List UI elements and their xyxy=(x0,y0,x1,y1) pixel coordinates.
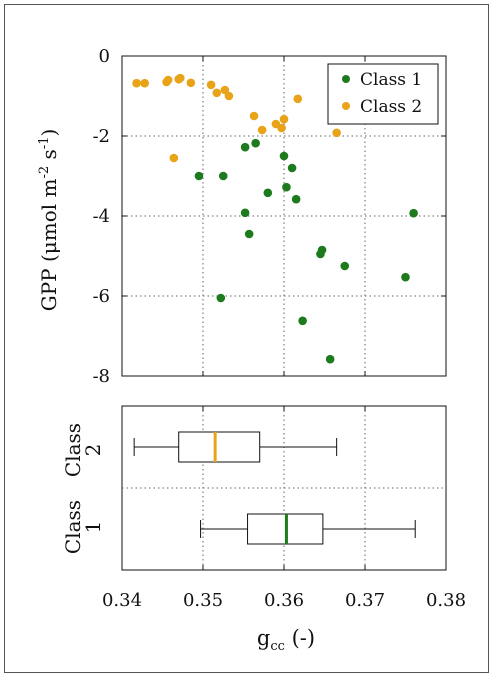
scatter-point-class-2 xyxy=(169,153,179,163)
x-tick-label: 0.35 xyxy=(183,590,223,611)
scatter-point-class-1 xyxy=(244,229,254,239)
scatter-point-class-1 xyxy=(240,142,250,152)
x-axis-label-sub: cc xyxy=(270,639,285,654)
scatter-point-class-2 xyxy=(277,123,286,133)
scatter-point-class-1 xyxy=(216,293,226,303)
scatter-points xyxy=(132,73,418,364)
legend: Class 1 Class 2 xyxy=(327,63,439,125)
scatter-point-class-1 xyxy=(251,138,260,148)
category-label-class-1-top: Class xyxy=(61,500,85,554)
category-label-class-1-num: 1 xyxy=(81,521,105,534)
scatter-point-class-1 xyxy=(218,171,228,181)
scatter-point-class-2 xyxy=(140,78,149,88)
scatter-point-class-2 xyxy=(249,111,259,121)
scatter-point-class-2 xyxy=(206,80,216,90)
scatter-point-class-1 xyxy=(282,182,291,192)
scatter-point-class-2 xyxy=(279,114,289,124)
box-plot: 0.34 0.35 0.36 0.37 0.38 Class 2 Class 1 gcc… xyxy=(61,405,466,654)
scatter-y-tick-label: -4 xyxy=(92,206,110,227)
scatter-point-class-1 xyxy=(194,171,204,181)
legend-marker-class-1 xyxy=(342,75,350,83)
scatter-point-class-1 xyxy=(291,194,301,204)
boxes xyxy=(133,431,416,545)
x-tick-label: 0.38 xyxy=(426,590,466,611)
y-axis-label-base: GPP (μmol m xyxy=(37,178,61,311)
scatter-point-class-1 xyxy=(287,163,297,173)
x-axis-label: gcc (-) xyxy=(257,626,315,654)
x-tick-label: 0.36 xyxy=(264,590,304,611)
scatter-point-class-2 xyxy=(332,128,341,138)
y-axis-label-exp2: -1 xyxy=(37,137,52,150)
legend-box xyxy=(327,63,439,125)
scatter-point-class-1 xyxy=(401,272,410,282)
scatter-plot: 0 -2 -4 -6 -8 Class 1 Class 2 GPP (μmol m-2 … xyxy=(37,46,447,387)
y-axis-label-mid: s xyxy=(37,149,61,166)
scatter-point-class-2 xyxy=(132,78,141,88)
scatter-point-class-1 xyxy=(263,188,273,198)
scatter-point-class-1 xyxy=(240,208,250,218)
scatter-point-class-1 xyxy=(298,316,307,326)
legend-label-class-1: Class 1 xyxy=(360,70,422,90)
scatter-y-tick-label: 0 xyxy=(99,46,110,67)
legend-label-class-2: Class 2 xyxy=(360,97,422,117)
scatter-y-ticks: 0 -2 -4 -6 -8 xyxy=(92,46,110,387)
box-grid xyxy=(121,406,447,570)
scatter-point-class-2 xyxy=(293,94,303,104)
scatter-point-class-2 xyxy=(176,73,185,83)
scatter-y-tick-label: -2 xyxy=(92,126,110,147)
y-axis-label-exp1: -2 xyxy=(37,166,52,179)
x-axis-label-base: g xyxy=(257,626,270,650)
category-label-class-2-top: Class xyxy=(61,423,85,477)
x-tick-label: 0.37 xyxy=(345,590,385,611)
scatter-point-class-2 xyxy=(257,125,267,135)
scatter-grid xyxy=(121,55,447,377)
legend-marker-class-2 xyxy=(342,102,350,110)
y-axis-label: GPP (μmol m-2 s-1) xyxy=(37,129,61,312)
scatter-point-class-1 xyxy=(409,208,418,218)
x-ticks: 0.34 0.35 0.36 0.37 0.38 xyxy=(102,590,466,611)
scatter-point-class-2 xyxy=(163,75,173,85)
scatter-y-tick-label: -8 xyxy=(92,366,110,387)
scatter-point-class-1 xyxy=(279,151,289,161)
y-axis-label-end: ) xyxy=(37,129,61,137)
scatter-point-class-2 xyxy=(224,91,234,101)
category-label-class-2-num: 2 xyxy=(81,444,105,457)
box-class-2-iqr xyxy=(178,431,261,463)
scatter-point-class-2 xyxy=(186,78,196,88)
scatter-point-class-1 xyxy=(340,261,350,271)
x-axis-label-end: (-) xyxy=(285,626,315,650)
x-tick-label: 0.34 xyxy=(102,590,142,611)
scatter-point-class-2 xyxy=(212,88,222,98)
scatter-y-tick-label: -6 xyxy=(92,286,110,307)
scatter-point-class-1 xyxy=(325,354,335,364)
scatter-point-class-1 xyxy=(317,245,327,255)
